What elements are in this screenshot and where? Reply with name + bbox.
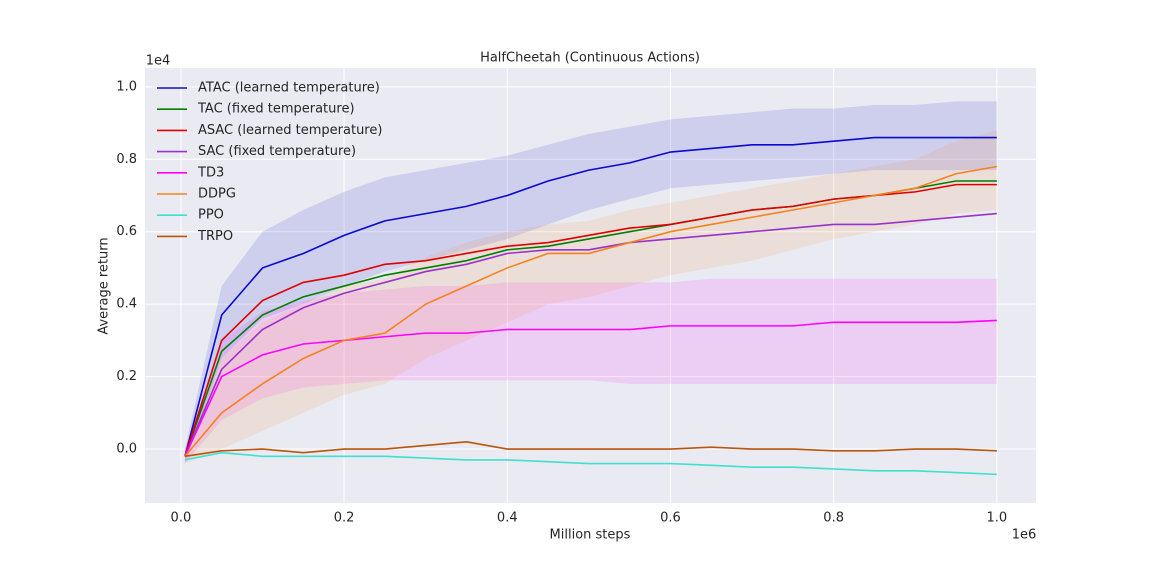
y-tick-label: 1.0 [116,79,137,94]
plot-area [145,68,1036,503]
x-axis-label: Million steps [550,528,631,543]
y-tick-label: 0.4 [116,297,137,312]
chart-title: HalfCheetah (Continuous Actions) [480,51,700,66]
y-tick-label: 0.8 [116,152,137,167]
series-line [184,319,997,457]
y-offset-label: 1e4 [146,54,171,69]
legend-label: TRPO [197,229,233,244]
y-tick-label: 0.2 [116,369,137,384]
series-line [184,136,997,457]
legend-label: ASAC (learned temperature) [198,123,382,138]
series-line [184,440,997,458]
x-tick-label: 0.0 [171,511,192,526]
x-tick-label: 0.6 [660,511,681,526]
series-line [184,183,997,457]
series-line [184,165,997,457]
y-tick-label: 0.0 [116,442,137,457]
legend-label: SAC (fixed temperature) [198,144,356,159]
legend-label: PPO [198,208,224,223]
y-tick-label: 0.6 [116,224,137,239]
legend-label: ATAC (learned temperature) [198,81,380,96]
confidence-band [184,130,997,464]
x-tick-label: 0.8 [823,511,844,526]
confidence-band [184,278,997,464]
legend-label: DDPG [198,187,236,202]
x-tick-label: 0.2 [334,511,355,526]
x-offset-label: 1e6 [1012,528,1037,543]
legend-label: TAC (fixed temperature) [197,102,355,117]
confidence-band [184,101,997,464]
x-tick-label: 0.4 [497,511,518,526]
y-axis-label: Average return [97,237,112,334]
x-tick-label: 1.0 [986,511,1007,526]
legend-label: TD3 [197,165,224,180]
series-line [184,451,997,476]
series-line [184,212,997,457]
